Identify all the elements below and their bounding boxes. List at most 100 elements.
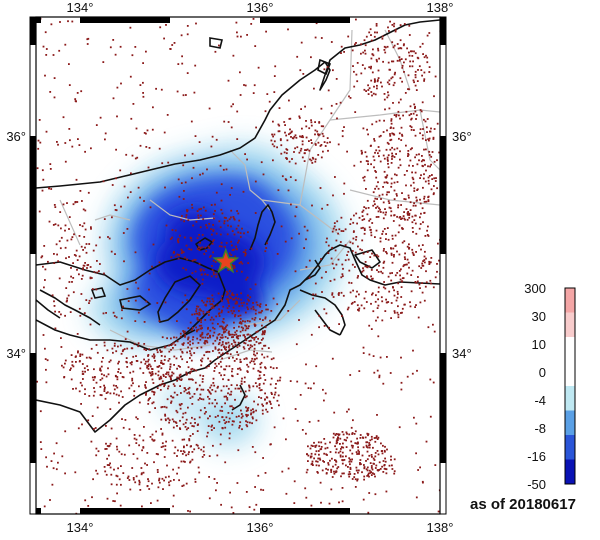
seismicity-dot <box>356 290 358 293</box>
seismicity-dot <box>202 398 205 401</box>
seismicity-dot <box>36 380 38 383</box>
seismicity-dot <box>261 403 264 406</box>
seismicity-dot <box>151 433 154 436</box>
seismicity-dot <box>138 481 141 484</box>
seismicity-dot <box>70 238 73 241</box>
seismicity-dot <box>419 466 421 469</box>
seismicity-dot <box>114 209 117 211</box>
seismicity-dot <box>68 84 71 86</box>
seismicity-dot <box>272 357 275 360</box>
seismicity-dot <box>326 237 328 240</box>
seismicity-dot <box>389 372 392 374</box>
seismicity-dot <box>368 442 371 444</box>
legend-swatch <box>565 435 575 460</box>
seismicity-dot <box>294 147 296 150</box>
seismicity-dot <box>176 379 178 382</box>
seismicity-dot <box>391 468 394 470</box>
seismicity-dot <box>304 105 306 108</box>
seismicity-dot <box>196 347 199 349</box>
seismicity-dot <box>74 471 77 474</box>
seismicity-dot <box>247 294 249 297</box>
seismicity-dot <box>208 497 211 500</box>
seismicity-dot <box>174 344 177 346</box>
seismicity-dot <box>363 478 365 481</box>
seismicity-dot <box>234 331 237 334</box>
seismicity-dot <box>383 228 386 230</box>
seismicity-dot <box>397 110 400 113</box>
seismicity-dot <box>106 445 109 447</box>
seismicity-dot <box>390 254 393 256</box>
seismicity-dot <box>257 369 260 372</box>
seismicity-dot <box>110 473 113 476</box>
seismicity-dot <box>177 365 180 367</box>
seismicity-dot <box>396 181 399 183</box>
seismicity-dot <box>191 403 194 405</box>
seismicity-dot <box>177 63 180 65</box>
seismicity-dot <box>363 227 366 230</box>
seismicity-dot <box>186 373 188 375</box>
seismicity-dot <box>363 229 366 231</box>
seismicity-dot <box>351 49 354 52</box>
seismicity-dot <box>368 219 371 222</box>
seismicity-dot <box>289 117 292 120</box>
seismicity-dot <box>156 349 158 351</box>
seismicity-dot <box>185 428 188 431</box>
seismicity-dot <box>129 488 132 491</box>
seismicity-dot <box>225 348 227 351</box>
seismicity-dot <box>438 259 440 262</box>
seismicity-dot <box>115 350 118 353</box>
seismicity-dot <box>372 191 375 194</box>
seismicity-dot <box>255 409 257 412</box>
seismicity-dot <box>230 126 233 129</box>
seismicity-dot <box>214 339 217 342</box>
seismicity-dot <box>314 293 317 296</box>
seismicity-dot <box>129 191 132 193</box>
seismicity-dot <box>246 363 248 366</box>
legend-label-neg16: -16 <box>527 449 546 464</box>
seismicity-dot <box>160 418 163 421</box>
seismicity-dot <box>116 376 119 378</box>
seismicity-dot <box>340 52 342 54</box>
seismicity-dot <box>332 436 335 439</box>
seismicity-dot <box>307 445 309 448</box>
seismicity-dot <box>179 234 181 237</box>
seismicity-dot <box>293 480 296 483</box>
seismicity-dot <box>381 37 384 40</box>
seismicity-dot <box>102 312 105 315</box>
seismicity-dot <box>353 230 355 233</box>
seismicity-dot <box>392 84 395 87</box>
seismicity-dot <box>195 22 197 25</box>
seismicity-dot <box>415 452 417 455</box>
seismicity-dot <box>225 385 228 388</box>
seismicity-dot <box>245 415 248 418</box>
seismicity-dot <box>335 440 338 442</box>
seismicity-dot <box>220 298 223 301</box>
seismicity-dot <box>262 405 264 407</box>
legend-frame <box>564 287 576 485</box>
seismicity-dot <box>137 311 140 314</box>
seismicity-dot <box>404 58 407 61</box>
seismicity-dot <box>421 74 423 77</box>
seismicity-dot <box>176 253 179 256</box>
seismicity-dot <box>75 100 77 103</box>
seismicity-dot <box>147 480 150 483</box>
seismicity-dot <box>225 242 228 244</box>
legend-swatch <box>565 337 575 362</box>
seismicity-dot <box>320 144 323 146</box>
seismicity-dot <box>396 215 398 218</box>
seismicity-dot <box>190 359 193 362</box>
seismicity-dot <box>181 301 184 304</box>
seismicity-dot <box>378 194 381 197</box>
seismicity-dot <box>346 308 349 311</box>
seismicity-dot <box>277 123 280 126</box>
seismicity-dot <box>340 475 342 478</box>
seismicity-dot <box>142 92 144 94</box>
seismicity-dot <box>377 187 380 190</box>
seismicity-dot <box>377 304 380 307</box>
seismicity-dot <box>361 454 364 457</box>
seismicity-dot <box>220 199 223 202</box>
seismicity-dot <box>375 23 378 25</box>
seismicity-dot <box>312 297 314 300</box>
seismicity-dot <box>339 437 342 440</box>
seismicity-dot <box>172 468 174 471</box>
